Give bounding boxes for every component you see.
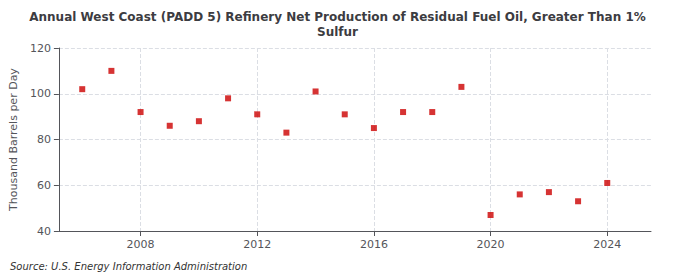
svg-text:40: 40 bbox=[37, 225, 51, 238]
svg-text:Annual West Coast (PADD 5) Ref: Annual West Coast (PADD 5) Refinery Net … bbox=[29, 10, 646, 24]
svg-text:120: 120 bbox=[30, 42, 51, 55]
svg-text:Thousand Barrels per Day: Thousand Barrels per Day bbox=[7, 68, 20, 212]
svg-text:Source: U.S. Energy Informatio: Source: U.S. Energy Information Administ… bbox=[10, 261, 247, 272]
svg-text:2012: 2012 bbox=[243, 238, 271, 251]
svg-text:60: 60 bbox=[37, 179, 51, 192]
svg-text:2016: 2016 bbox=[360, 238, 388, 251]
svg-text:2008: 2008 bbox=[127, 238, 155, 251]
svg-text:2020: 2020 bbox=[477, 238, 505, 251]
svg-text:2024: 2024 bbox=[593, 238, 621, 251]
svg-text:Sulfur: Sulfur bbox=[317, 25, 358, 39]
svg-text:80: 80 bbox=[37, 133, 51, 146]
svg-text:100: 100 bbox=[30, 87, 51, 100]
